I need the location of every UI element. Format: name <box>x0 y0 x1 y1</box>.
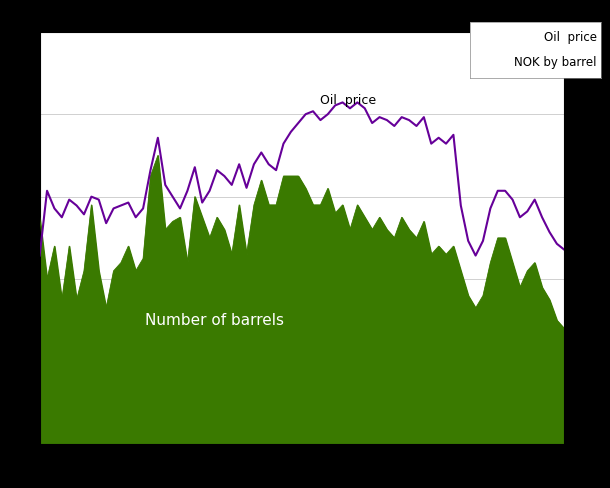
Text: Number of barrels: Number of barrels <box>145 313 284 328</box>
Text: Oil  price: Oil price <box>320 94 376 107</box>
Text: NOK by barrel: NOK by barrel <box>514 56 597 69</box>
Text: Oil  price: Oil price <box>544 31 597 44</box>
